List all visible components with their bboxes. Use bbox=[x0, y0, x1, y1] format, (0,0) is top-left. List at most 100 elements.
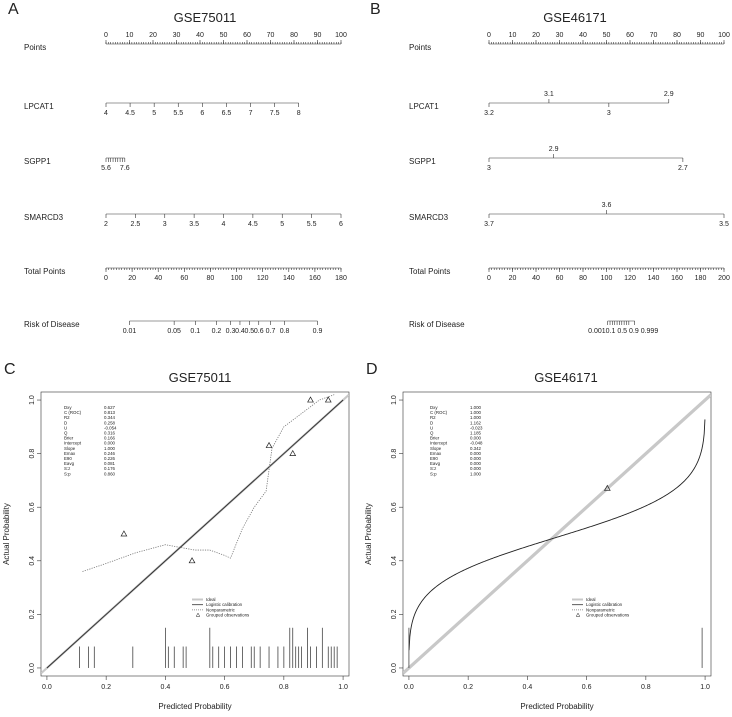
y-tick-label: 1.0 bbox=[29, 395, 36, 405]
tick-label: 100 bbox=[718, 32, 730, 39]
stat-value: 1.185 bbox=[470, 431, 482, 436]
stat-value: -0.023 bbox=[470, 425, 483, 430]
y-tick-label: 0.6 bbox=[391, 502, 398, 512]
stat-name: Slope bbox=[430, 446, 442, 451]
tick-label: 90 bbox=[697, 32, 705, 39]
tick-label: 20 bbox=[128, 275, 136, 282]
x-tick-label: 0.6 bbox=[220, 684, 230, 691]
stat-value: 0.316 bbox=[104, 431, 116, 436]
y-tick-label: 1.0 bbox=[391, 395, 398, 405]
stat-name: R2 bbox=[64, 415, 70, 420]
stat-value: 0.176 bbox=[104, 466, 116, 471]
stat-name: Emax bbox=[430, 451, 442, 456]
tick-label: 3.6 bbox=[602, 202, 612, 209]
nomogram-row: Total Points 0 20 40 60 80 100 120 140 160 180 bbox=[24, 267, 347, 282]
y-tick-label: 0.0 bbox=[391, 663, 398, 673]
stats-block: Dxy 0.627 C (ROC) 0.813 R2 0.344 D 0.258 U -0.054… bbox=[64, 405, 117, 476]
stat-value: 0.860 bbox=[104, 471, 116, 476]
x-tick-label: 0.4 bbox=[161, 684, 171, 691]
panel-title: GSE75011 bbox=[174, 10, 237, 25]
x-tick-label: 0.2 bbox=[101, 684, 111, 691]
stat-name: U bbox=[64, 425, 67, 430]
tick-label: 5 bbox=[280, 221, 284, 228]
tick-label: 0 bbox=[487, 275, 491, 282]
plot-frame bbox=[402, 391, 712, 677]
stat-name: Emax bbox=[64, 451, 76, 456]
tick-label: 0.9 bbox=[313, 328, 323, 335]
stat-name: E90 bbox=[430, 456, 438, 461]
tick-label: 2.9 bbox=[549, 146, 559, 153]
tick-label: 160 bbox=[671, 275, 683, 282]
x-tick-label: 0.6 bbox=[582, 684, 592, 691]
x-tick-label: 0.8 bbox=[641, 684, 651, 691]
stat-value: -0.048 bbox=[470, 441, 483, 446]
row-label: Risk of Disease bbox=[409, 320, 465, 329]
row-label: SGPP1 bbox=[24, 157, 51, 166]
legend-label: Grouped observations bbox=[586, 613, 630, 618]
tick-label: 4 bbox=[104, 110, 108, 117]
stat-name: Q bbox=[430, 431, 434, 436]
tick-label: 0.5 bbox=[244, 328, 254, 335]
stat-name: S:z bbox=[64, 466, 70, 471]
tick-label: 5.5 bbox=[307, 221, 317, 228]
panel-letter: D bbox=[366, 361, 378, 378]
panel-letter: A bbox=[8, 1, 19, 18]
plot-area bbox=[41, 393, 349, 675]
tick-label: 30 bbox=[556, 32, 564, 39]
stat-value: 0.166 bbox=[104, 436, 116, 441]
y-tick-label: 0.2 bbox=[391, 609, 398, 619]
nomogram-row: LPCAT1 4 4.5 5 5.5 6 6.5 7 7.5 8 bbox=[24, 102, 301, 117]
stats-block: Dxy 1.000 C (ROC) 1.000 R2 1.000 D 1.162 U -0.023… bbox=[430, 405, 483, 476]
tick-label: 4.5 bbox=[125, 110, 135, 117]
tick-label: 80 bbox=[579, 275, 587, 282]
tick-label: 2 bbox=[104, 221, 108, 228]
nomogram-row: SMARCD3 2 2.5 3 3.5 4 4.5 5 5.5 6 bbox=[24, 213, 343, 228]
tick-label: 5.6 bbox=[101, 165, 111, 172]
tick-label: 70 bbox=[267, 32, 275, 39]
tick-label: 50 bbox=[220, 32, 228, 39]
tick-label: 100 bbox=[601, 275, 613, 282]
x-tick-label: 0.8 bbox=[279, 684, 289, 691]
tick-label: 180 bbox=[335, 275, 347, 282]
nomogram-row: LPCAT1 3.2 3.1 3 2.9 bbox=[409, 91, 674, 117]
stat-value: 0.813 bbox=[104, 410, 116, 415]
row-label: Total Points bbox=[409, 267, 450, 276]
nomogram-row: Points 0 10 20 30 40 50 60 70 80 90 100 bbox=[24, 32, 347, 52]
tick-label: 120 bbox=[257, 275, 269, 282]
legend-label: Grouped observations bbox=[206, 613, 250, 618]
row-label: LPCAT1 bbox=[409, 102, 439, 111]
tick-label: 0.3 bbox=[226, 328, 236, 335]
tick-label: 0 bbox=[104, 32, 108, 39]
nonparametric-curve bbox=[82, 394, 335, 572]
tick-label: 2.7 bbox=[678, 165, 688, 172]
tick-label: 0.4 bbox=[235, 328, 245, 335]
panel-title: GSE75011 bbox=[169, 370, 232, 385]
tick-label: 10 bbox=[126, 32, 134, 39]
x-tick-label: 1.0 bbox=[700, 684, 710, 691]
row-label: SGPP1 bbox=[409, 157, 436, 166]
grouped-observation bbox=[307, 396, 314, 403]
tick-label: 8 bbox=[297, 110, 301, 117]
y-axis-label: Actual Probability bbox=[2, 503, 11, 565]
x-tick-label: 1.0 bbox=[338, 684, 348, 691]
tick-label: 20 bbox=[149, 32, 157, 39]
tick-label: 0.1 bbox=[190, 328, 200, 335]
stat-name: Brier bbox=[430, 436, 440, 441]
stat-name: Q bbox=[64, 431, 68, 436]
x-axis-label: Predicted Probability bbox=[158, 702, 231, 711]
nomogram-row: SMARCD3 3.7 3.6 3.5 bbox=[409, 202, 729, 228]
tick-label: 40 bbox=[196, 32, 204, 39]
tick-label: 7 bbox=[249, 110, 253, 117]
stat-name: Intercept bbox=[64, 441, 82, 446]
legend-label: Ideal bbox=[586, 597, 596, 602]
nomogram-row: SGPP1 5.6 7.6 bbox=[24, 157, 130, 172]
tick-label: 3 bbox=[163, 221, 167, 228]
row-label: LPCAT1 bbox=[24, 102, 54, 111]
tick-label: 0.2 bbox=[212, 328, 222, 335]
stat-value: 1.162 bbox=[470, 420, 482, 425]
stat-value: 0.000 bbox=[470, 436, 482, 441]
tick-label: 4 bbox=[222, 221, 226, 228]
row-label: SMARCD3 bbox=[409, 213, 449, 222]
